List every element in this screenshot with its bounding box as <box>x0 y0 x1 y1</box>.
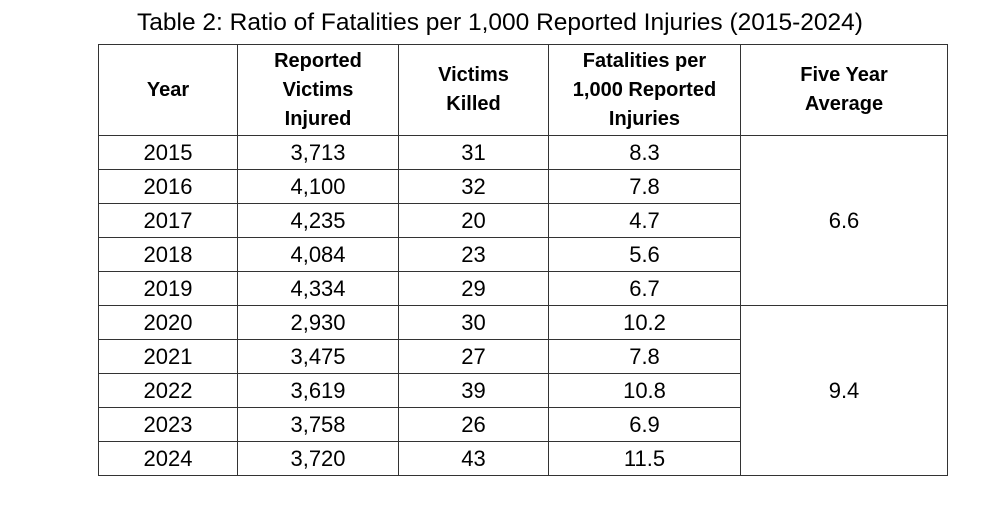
table-row: 2022 3,619 39 10.8 <box>98 373 948 408</box>
header-ratio-line: 1,000 Reported <box>572 78 717 101</box>
cell-ratio: 5.6 <box>548 237 741 272</box>
cell-year: 2015 <box>98 135 238 170</box>
header-killed-line: Killed <box>446 93 501 115</box>
cell-injured: 3,758 <box>237 407 399 442</box>
cell-ratio: 10.8 <box>548 373 741 408</box>
cell-injured: 3,475 <box>237 339 399 374</box>
cell-injured: 4,100 <box>237 169 399 204</box>
cell-injured: 3,619 <box>237 373 399 408</box>
cell-five-year-average: 6.6 <box>740 135 948 306</box>
table-row: 2019 4,334 29 6.7 <box>98 271 948 306</box>
cell-killed: 26 <box>398 407 549 442</box>
cell-ratio: 6.9 <box>548 407 741 442</box>
header-row: Year Reported Victims Injured Victims Ki… <box>98 44 948 136</box>
header-injured-line: Reported <box>274 49 362 72</box>
cell-killed: 31 <box>398 135 549 170</box>
cell-year: 2024 <box>98 441 238 476</box>
header-year-label: Year <box>146 78 190 101</box>
table-row: 2015 3,713 31 8.3 6.6 <box>98 135 948 306</box>
cell-killed: 20 <box>398 203 549 238</box>
header-injured-line: Injured <box>284 107 352 130</box>
header-average-line: Average <box>804 93 884 115</box>
cell-injured: 2,930 <box>237 305 399 340</box>
header-ratio-line: Fatalities per <box>582 49 707 72</box>
cell-killed: 29 <box>398 271 549 306</box>
cell-year: 2016 <box>98 169 238 204</box>
cell-ratio: 7.8 <box>548 169 741 204</box>
header-average-line: Five Year <box>800 64 888 86</box>
table-row: 2020 2,930 30 10.2 9.4 <box>98 305 948 476</box>
cell-ratio: 6.7 <box>548 271 741 306</box>
cell-killed: 30 <box>398 305 549 340</box>
header-ratio: Fatalities per 1,000 Reported Injuries <box>548 44 741 136</box>
cell-year: 2018 <box>98 237 238 272</box>
cell-killed: 23 <box>398 237 549 272</box>
header-injured-line: Victims <box>282 78 354 101</box>
table-row: 2023 3,758 26 6.9 <box>98 407 948 442</box>
cell-ratio: 8.3 <box>548 135 741 170</box>
header-average: Five Year Average <box>740 44 948 136</box>
cell-injured: 4,334 <box>237 271 399 306</box>
header-year: Year <box>98 44 238 136</box>
cell-year: 2021 <box>98 339 238 374</box>
header-killed-line: Victims <box>438 64 509 86</box>
table-row: 2021 3,475 27 7.8 <box>98 339 948 374</box>
cell-injured: 3,713 <box>237 135 399 170</box>
cell-ratio: 4.7 <box>548 203 741 238</box>
table-row: 2024 3,720 43 11.5 <box>98 441 948 476</box>
cell-killed: 32 <box>398 169 549 204</box>
table-caption: Table 2: Ratio of Fatalities per 1,000 R… <box>137 9 863 36</box>
cell-year: 2022 <box>98 373 238 408</box>
header-injured: Reported Victims Injured <box>237 44 399 136</box>
cell-injured: 3,720 <box>237 441 399 476</box>
cell-killed: 43 <box>398 441 549 476</box>
cell-year: 2019 <box>98 271 238 306</box>
cell-ratio: 7.8 <box>548 339 741 374</box>
cell-ratio: 11.5 <box>548 441 741 476</box>
cell-ratio: 10.2 <box>548 305 741 340</box>
cell-injured: 4,235 <box>237 203 399 238</box>
cell-year: 2020 <box>98 305 238 340</box>
cell-killed: 39 <box>398 373 549 408</box>
table-row: 2018 4,084 23 5.6 <box>98 237 948 272</box>
cell-five-year-average: 9.4 <box>740 305 948 476</box>
header-ratio-line: Injuries <box>608 107 681 130</box>
cell-year: 2017 <box>98 203 238 238</box>
cell-injured: 4,084 <box>237 237 399 272</box>
cell-killed: 27 <box>398 339 549 374</box>
cell-year: 2023 <box>98 407 238 442</box>
fatalities-table: Year Reported Victims Injured Victims Ki… <box>98 44 948 476</box>
header-killed: Victims Killed <box>398 44 549 136</box>
